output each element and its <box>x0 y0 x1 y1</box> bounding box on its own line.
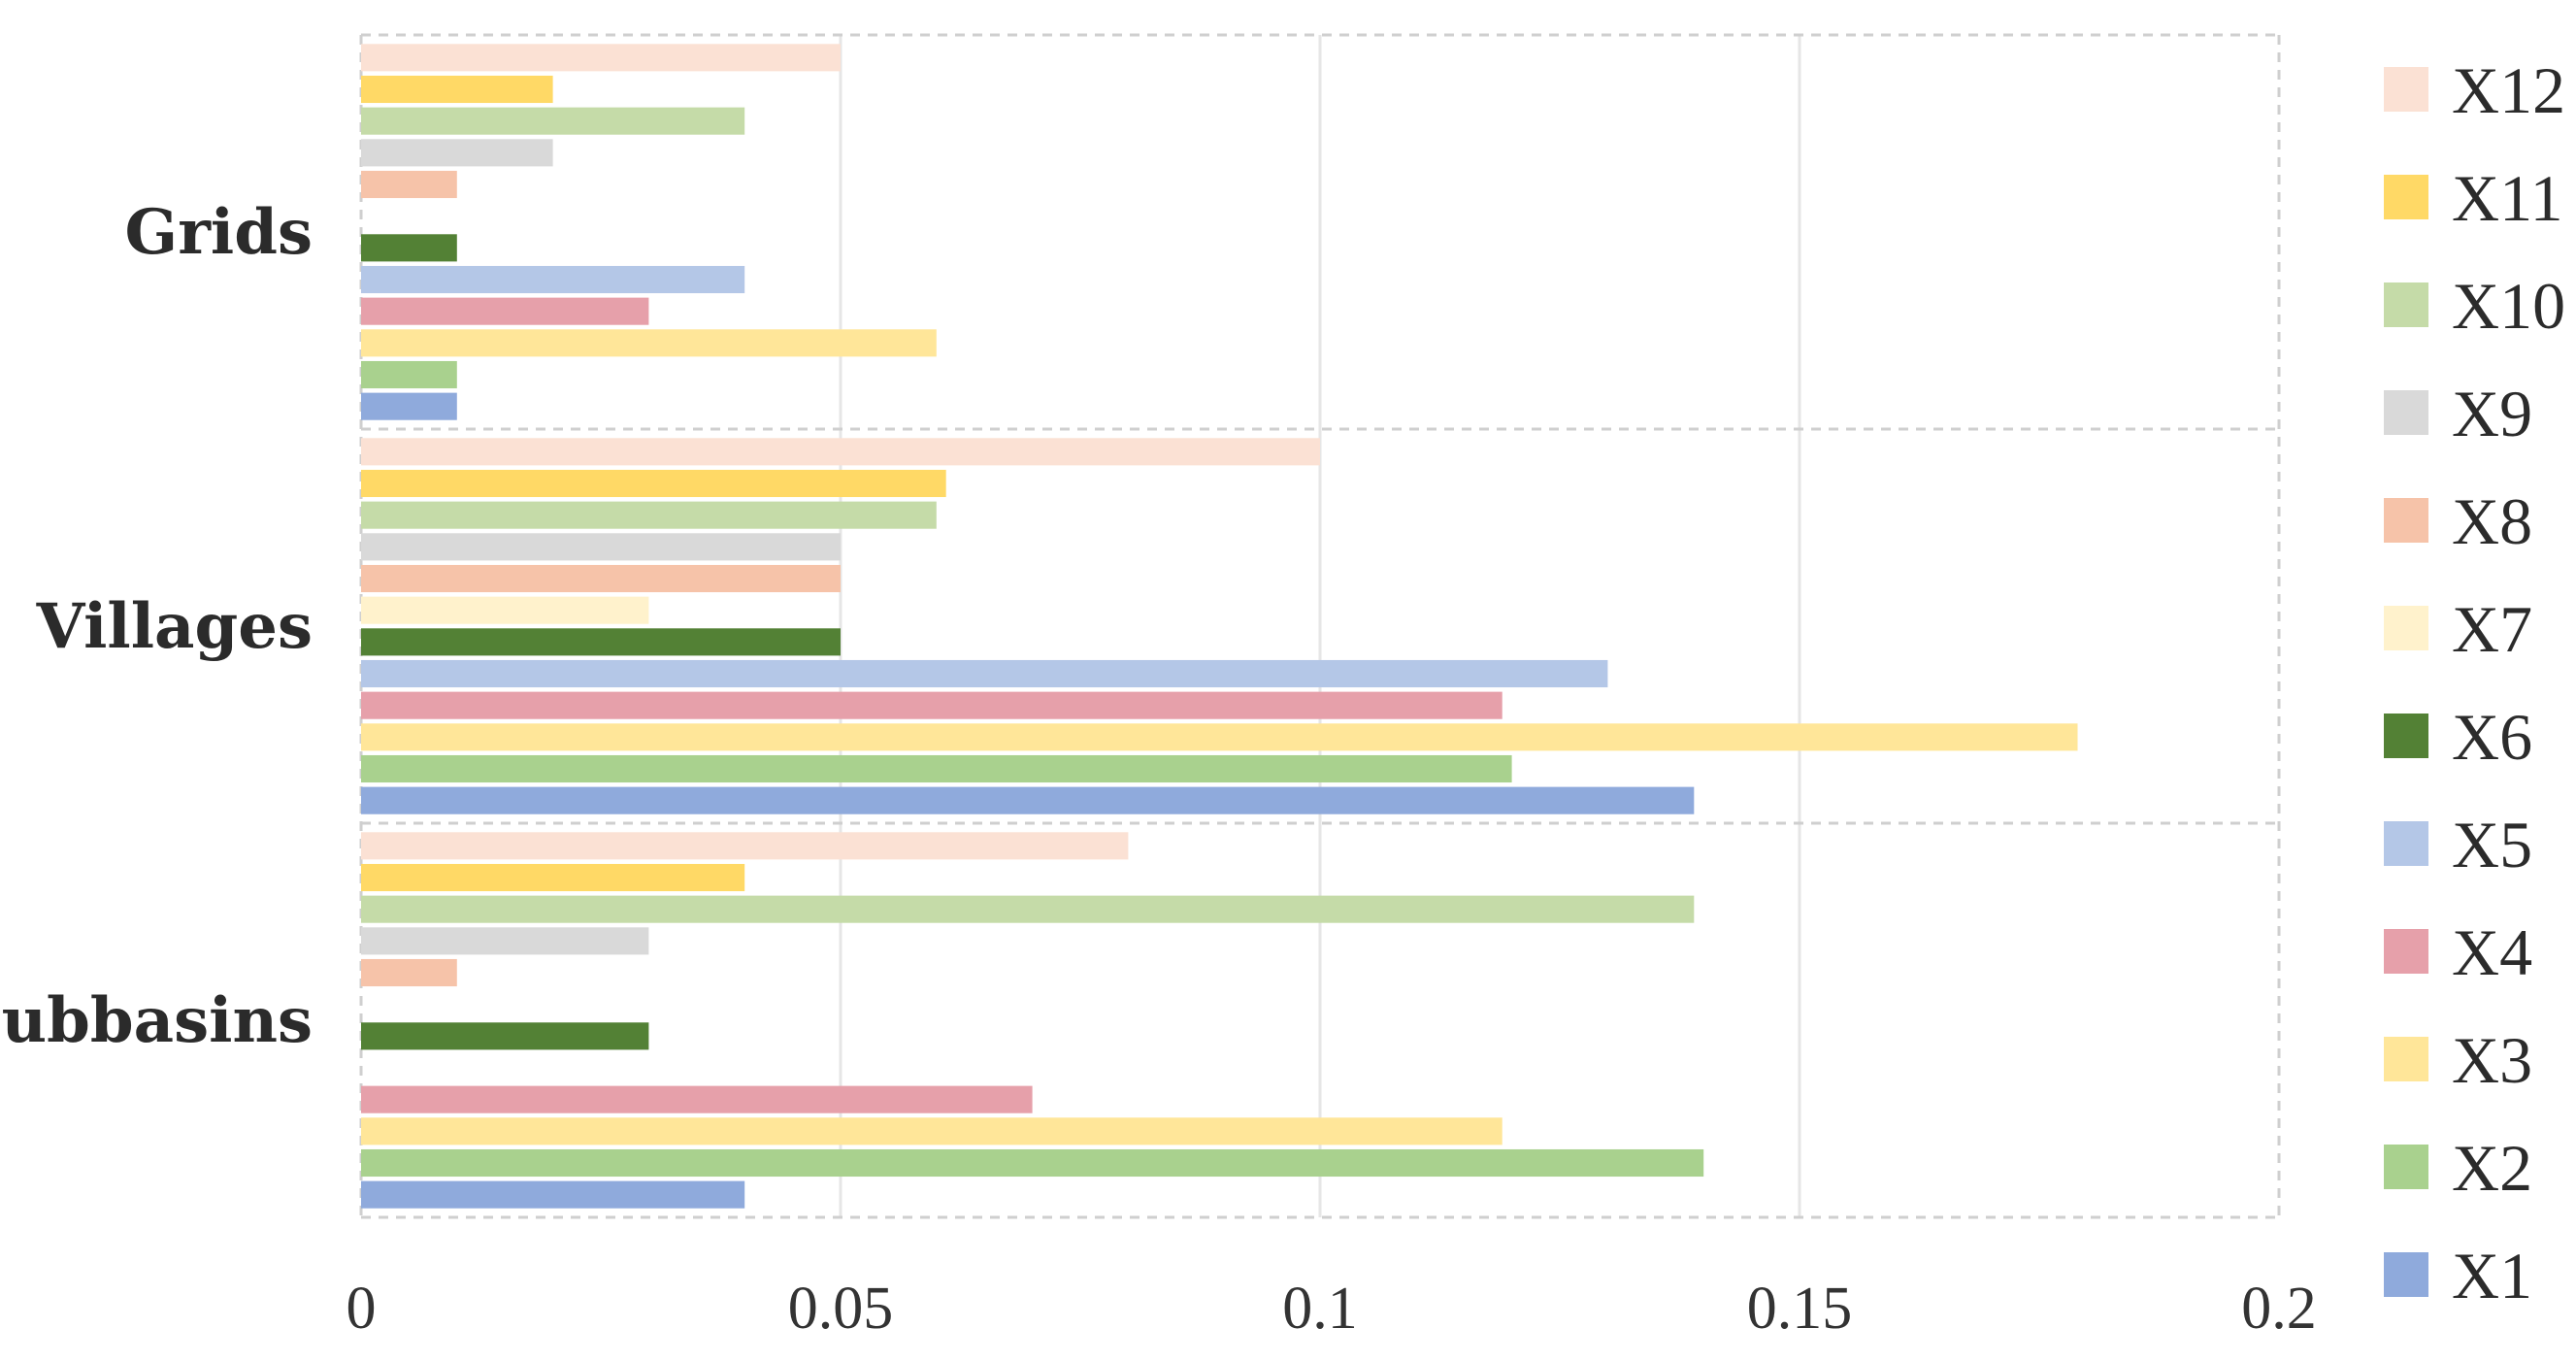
category-label: Grids <box>125 196 313 269</box>
legend-swatch <box>2384 1145 2428 1189</box>
bar-subbasins-x11 <box>361 863 745 892</box>
bar-grids-x5 <box>361 265 745 294</box>
bar-subbasins-x10 <box>361 895 1695 923</box>
legend-swatch <box>2384 67 2428 112</box>
x-axis-tick-labels: 0 0.05 0.1 0.15 0.2 <box>347 1276 2317 1342</box>
bar-grids-x6 <box>361 234 457 262</box>
grid-lines <box>359 33 2281 1219</box>
bar-villages-x5 <box>361 659 1608 688</box>
legend-label: X6 <box>2452 700 2532 774</box>
bar-grids-x12 <box>361 44 841 72</box>
bar-villages-x2 <box>361 754 1512 783</box>
bar-villages-x9 <box>361 533 841 561</box>
bars <box>361 44 2078 1209</box>
x-tick-label: 0.15 <box>1747 1276 1853 1342</box>
legend-swatch <box>2384 282 2428 327</box>
x-tick-label: 0 <box>347 1276 377 1342</box>
legend-label: X4 <box>2452 915 2532 989</box>
bar-grids-x1 <box>361 392 457 420</box>
legend-label: X5 <box>2452 808 2532 881</box>
legend-label: X10 <box>2452 269 2565 343</box>
bar-grids-x11 <box>361 75 553 104</box>
legend-label: X7 <box>2452 592 2532 666</box>
category-labels: Grids Villages Subbasins <box>0 196 313 1057</box>
legend-label: X2 <box>2452 1131 2532 1205</box>
bar-villages-x4 <box>361 691 1503 719</box>
bar-villages-x10 <box>361 501 937 529</box>
bar-villages-x8 <box>361 564 841 593</box>
legend: X12 X11 X10 X9 X8 X7 X6 X5 X4 X3 X2 X1 <box>2384 53 2565 1312</box>
legend-swatch <box>2384 1252 2428 1297</box>
bar-villages-x12 <box>361 438 1320 466</box>
x-tick-label: 0.2 <box>2241 1276 2317 1342</box>
bar-subbasins-x2 <box>361 1148 1704 1178</box>
bar-grids-x4 <box>361 297 649 325</box>
bar-subbasins-x6 <box>361 1022 649 1050</box>
legend-label: X8 <box>2452 484 2532 558</box>
bar-subbasins-x3 <box>361 1117 1503 1145</box>
legend-swatch <box>2384 714 2428 758</box>
bar-subbasins-x8 <box>361 958 457 987</box>
bar-subbasins-x12 <box>361 832 1129 860</box>
legend-swatch <box>2384 498 2428 543</box>
bar-villages-x3 <box>361 723 2078 751</box>
bar-grids-x8 <box>361 170 457 199</box>
legend-swatch <box>2384 606 2428 650</box>
legend-label: X11 <box>2452 161 2563 235</box>
bar-subbasins-x1 <box>361 1180 745 1209</box>
legend-swatch <box>2384 390 2428 435</box>
legend-label: X3 <box>2452 1023 2532 1097</box>
bar-villages-x7 <box>361 596 649 624</box>
bar-villages-x11 <box>361 469 946 498</box>
category-label: Villages <box>36 590 313 663</box>
legend-swatch <box>2384 1037 2428 1081</box>
legend-label: X12 <box>2452 53 2565 127</box>
legend-swatch <box>2384 175 2428 219</box>
category-label: Subbasins <box>0 984 313 1057</box>
legend-swatch <box>2384 821 2428 866</box>
bar-villages-x6 <box>361 628 841 656</box>
bar-grids-x9 <box>361 139 553 167</box>
bar-subbasins-x9 <box>361 927 649 955</box>
bar-villages-x1 <box>361 786 1695 814</box>
x-tick-label: 0.05 <box>788 1276 894 1342</box>
bar-grids-x10 <box>361 107 745 135</box>
bar-subbasins-x4 <box>361 1085 1033 1113</box>
legend-label: X9 <box>2452 377 2532 450</box>
legend-swatch <box>2384 929 2428 974</box>
x-tick-label: 0.1 <box>1282 1276 1358 1342</box>
legend-label: X1 <box>2452 1239 2532 1312</box>
bar-grids-x2 <box>361 360 457 389</box>
bar-grids-x3 <box>361 329 937 357</box>
